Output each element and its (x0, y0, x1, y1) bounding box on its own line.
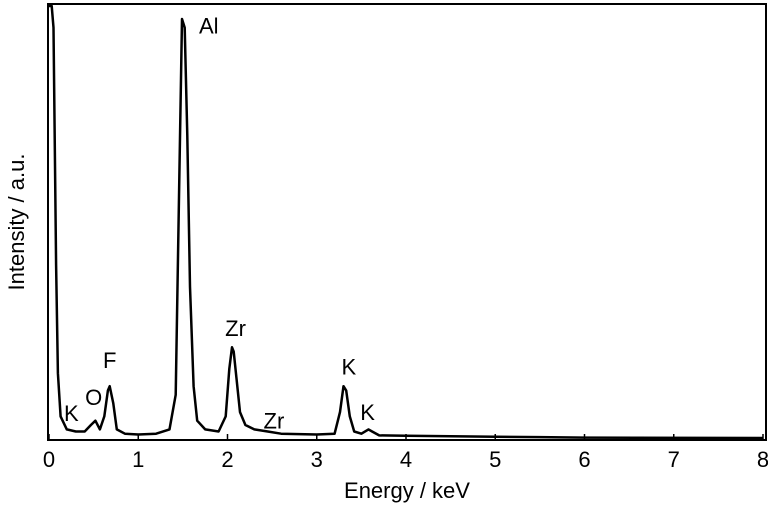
peak-label: Zr (225, 316, 246, 341)
peak-label: F (103, 348, 116, 373)
x-axis-label: Energy / keV (344, 478, 470, 503)
spectrum-line (49, 4, 764, 440)
plot-frame (47, 3, 767, 441)
x-tick-label: 7 (668, 447, 680, 472)
x-tick-label: 5 (489, 447, 501, 472)
x-tick-label: 8 (757, 447, 768, 472)
peak-label: K (342, 355, 357, 380)
peak-label: K (64, 401, 79, 426)
peak-label: O (85, 385, 102, 410)
plot-area (49, 4, 764, 440)
peak-label: K (360, 400, 375, 425)
y-axis-label: Intensity / a.u. (4, 154, 29, 291)
x-tick-label: 3 (311, 447, 323, 472)
x-tick-label: 1 (132, 447, 144, 472)
peak-label: Al (199, 13, 219, 38)
x-tick-label: 2 (221, 447, 233, 472)
x-tick-label: 6 (578, 447, 590, 472)
x-tick-label: 0 (43, 447, 55, 472)
x-tick-label: 4 (400, 447, 412, 472)
peak-label: Zr (264, 409, 285, 434)
